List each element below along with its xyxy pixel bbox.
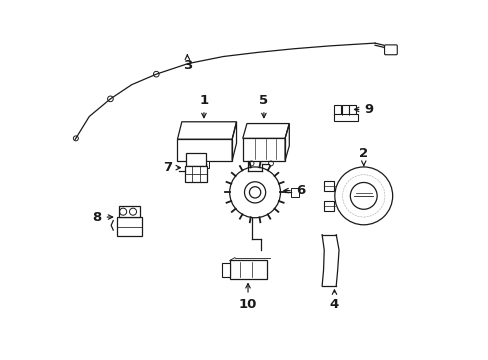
Text: 7: 7 bbox=[163, 161, 180, 174]
FancyBboxPatch shape bbox=[222, 262, 229, 277]
FancyBboxPatch shape bbox=[341, 105, 348, 116]
FancyBboxPatch shape bbox=[229, 260, 266, 279]
Text: 6: 6 bbox=[284, 184, 305, 197]
FancyBboxPatch shape bbox=[334, 105, 341, 116]
FancyBboxPatch shape bbox=[324, 181, 333, 191]
Text: 5: 5 bbox=[259, 94, 268, 118]
FancyBboxPatch shape bbox=[334, 114, 358, 121]
FancyBboxPatch shape bbox=[384, 45, 396, 55]
Text: 4: 4 bbox=[329, 290, 338, 311]
FancyBboxPatch shape bbox=[348, 105, 355, 116]
FancyBboxPatch shape bbox=[186, 153, 205, 166]
FancyBboxPatch shape bbox=[200, 161, 209, 168]
FancyBboxPatch shape bbox=[118, 206, 140, 217]
Text: 1: 1 bbox=[199, 94, 208, 118]
FancyBboxPatch shape bbox=[188, 161, 197, 168]
Text: 10: 10 bbox=[238, 284, 257, 311]
FancyBboxPatch shape bbox=[290, 188, 298, 197]
FancyBboxPatch shape bbox=[324, 201, 333, 211]
Text: 3: 3 bbox=[183, 55, 192, 72]
FancyBboxPatch shape bbox=[184, 166, 207, 182]
Text: 2: 2 bbox=[359, 147, 367, 166]
Text: 9: 9 bbox=[354, 103, 373, 116]
Text: 8: 8 bbox=[92, 211, 112, 224]
FancyBboxPatch shape bbox=[117, 217, 142, 237]
